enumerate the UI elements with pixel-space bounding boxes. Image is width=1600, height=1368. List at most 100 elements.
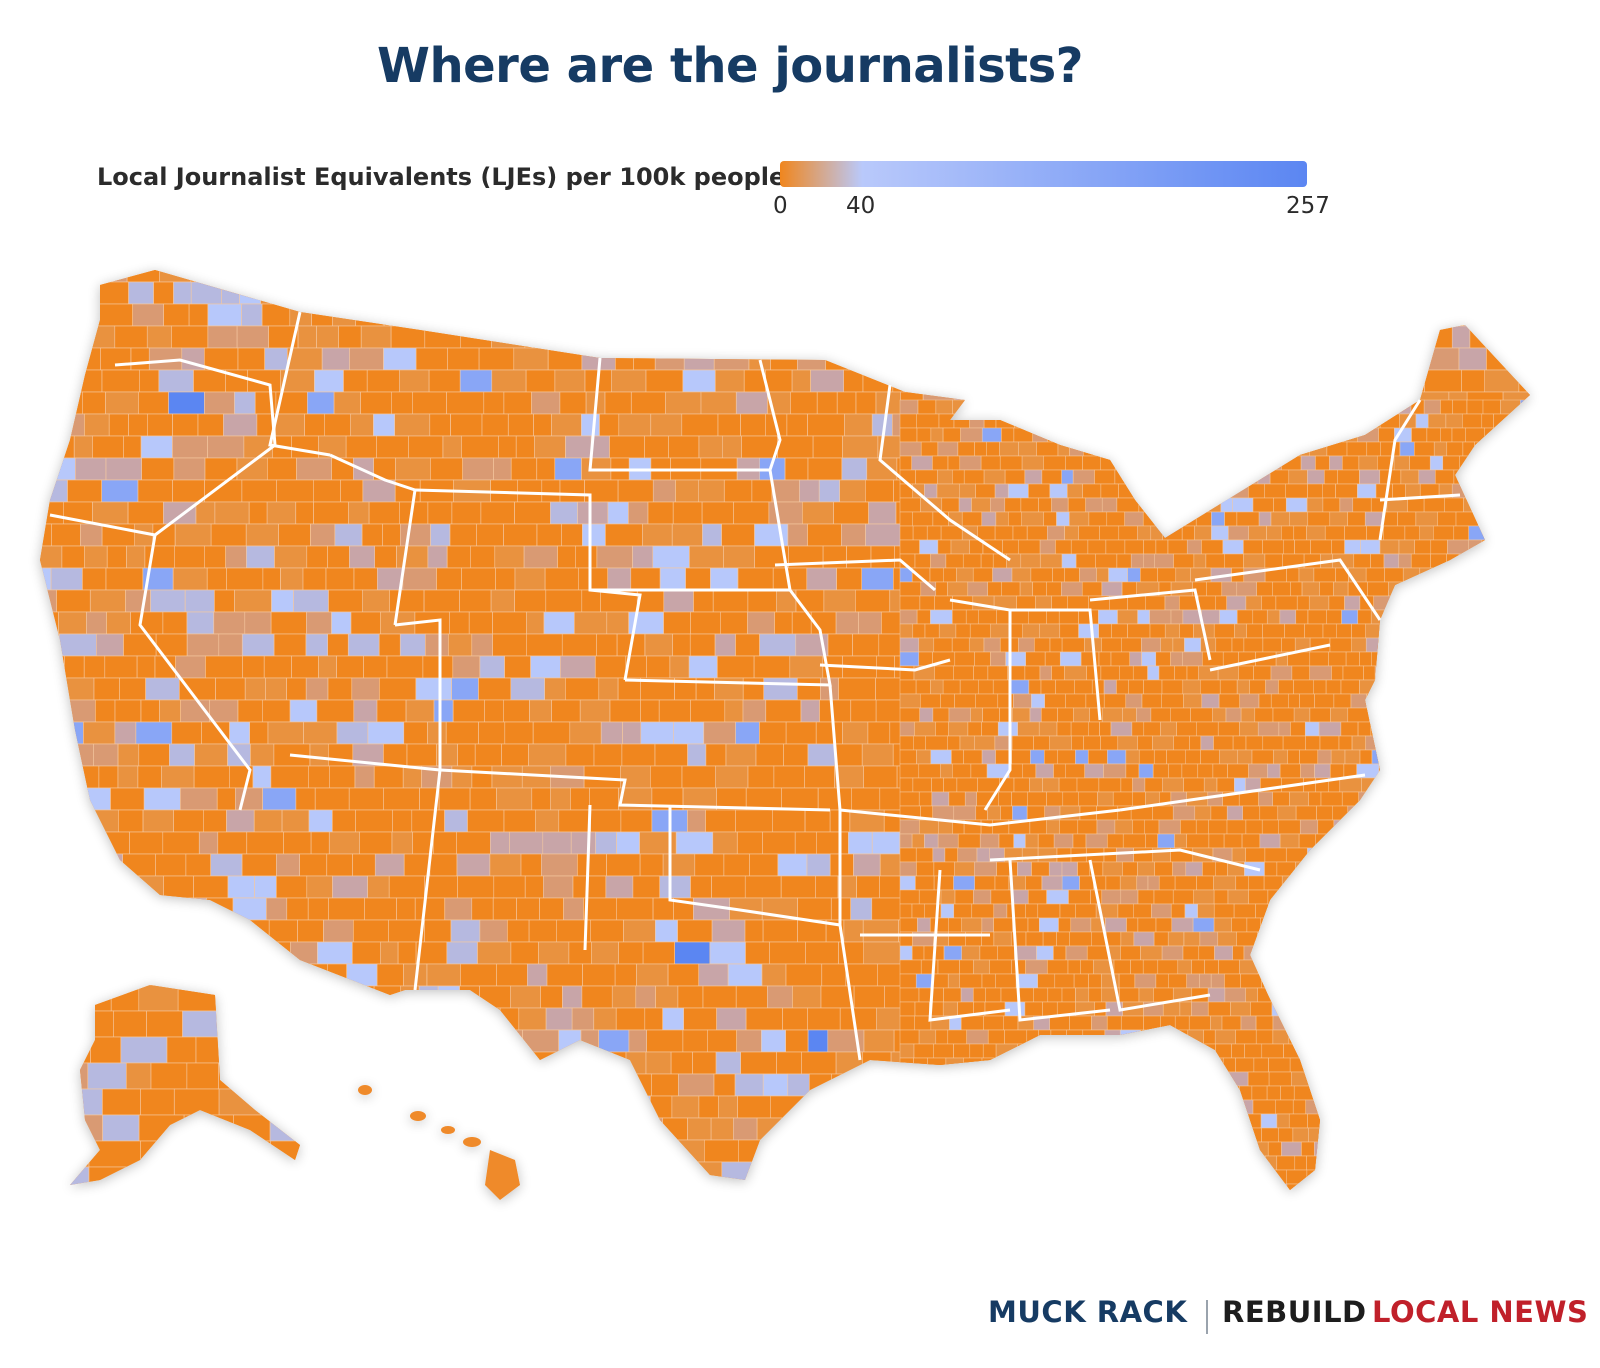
county xyxy=(836,391,857,415)
county xyxy=(1435,611,1460,635)
county xyxy=(40,369,66,393)
county xyxy=(1361,985,1388,1009)
county xyxy=(1433,819,1457,835)
county xyxy=(1226,595,1247,611)
county xyxy=(180,787,218,811)
county xyxy=(183,1139,206,1163)
county xyxy=(1367,1029,1382,1045)
county xyxy=(1219,749,1238,765)
county xyxy=(1014,413,1026,429)
county xyxy=(740,413,766,437)
county xyxy=(853,347,882,371)
county xyxy=(139,1183,173,1190)
county xyxy=(1509,1001,1530,1017)
county xyxy=(1319,270,1351,283)
county xyxy=(1053,833,1074,849)
county xyxy=(1470,1198,1483,1212)
county xyxy=(677,985,704,1009)
county xyxy=(979,945,998,961)
county xyxy=(1455,903,1470,919)
county xyxy=(54,435,75,459)
county xyxy=(1330,847,1343,863)
county xyxy=(867,1095,903,1119)
county xyxy=(1466,1169,1481,1185)
county xyxy=(1486,347,1518,371)
county xyxy=(1158,875,1176,891)
county xyxy=(84,545,108,569)
borough xyxy=(270,1140,300,1168)
muck-rack-logo: MUCK RACK xyxy=(988,1295,1188,1329)
county xyxy=(1091,1155,1110,1171)
county xyxy=(1035,763,1054,779)
county xyxy=(1480,763,1495,779)
county xyxy=(1024,1095,1052,1119)
county xyxy=(266,501,297,525)
county xyxy=(1037,833,1055,849)
county xyxy=(1279,609,1297,625)
county xyxy=(981,917,994,933)
county xyxy=(1087,539,1107,555)
county xyxy=(1310,1183,1338,1190)
county xyxy=(956,1073,989,1097)
county xyxy=(1174,875,1197,891)
county xyxy=(945,553,964,569)
county xyxy=(691,303,721,327)
county xyxy=(264,347,288,371)
county xyxy=(654,347,685,371)
county xyxy=(947,735,961,751)
county xyxy=(1341,791,1359,807)
county xyxy=(1061,553,1077,569)
county xyxy=(1475,1057,1489,1073)
county xyxy=(961,945,981,961)
county xyxy=(1149,441,1165,457)
county xyxy=(1437,511,1457,527)
county xyxy=(1465,483,1487,499)
county xyxy=(1460,831,1490,855)
county xyxy=(1527,889,1530,905)
county xyxy=(1427,581,1441,597)
county xyxy=(1464,1127,1481,1143)
county xyxy=(607,501,629,525)
borough xyxy=(138,1114,185,1142)
county xyxy=(1091,1141,1112,1157)
county xyxy=(1303,903,1316,919)
county xyxy=(452,655,481,679)
county xyxy=(850,897,873,921)
county xyxy=(672,501,703,525)
county xyxy=(1532,708,1552,722)
county xyxy=(683,1183,715,1190)
county xyxy=(1374,1113,1397,1129)
county xyxy=(1081,1043,1095,1059)
county xyxy=(1374,1043,1390,1059)
county xyxy=(1283,1043,1301,1059)
county xyxy=(1185,749,1201,765)
county xyxy=(1211,511,1225,527)
county xyxy=(1521,679,1530,695)
county xyxy=(246,1161,266,1185)
county xyxy=(1487,809,1509,833)
county xyxy=(397,941,417,965)
county xyxy=(1217,1099,1240,1115)
county xyxy=(529,1051,563,1075)
county xyxy=(1352,819,1365,835)
county xyxy=(1153,1141,1173,1157)
county xyxy=(1482,679,1495,695)
county xyxy=(1431,833,1450,849)
county xyxy=(957,441,975,457)
county xyxy=(1396,833,1416,849)
county xyxy=(942,1001,958,1017)
county xyxy=(1429,455,1444,471)
county xyxy=(411,809,445,833)
county xyxy=(526,963,548,987)
county xyxy=(1239,693,1260,709)
county xyxy=(1359,1183,1388,1190)
county xyxy=(1445,281,1479,305)
county xyxy=(478,677,512,701)
county xyxy=(1249,455,1265,471)
county xyxy=(360,325,392,349)
county xyxy=(1200,735,1214,751)
county xyxy=(899,1001,916,1017)
county xyxy=(265,1161,303,1185)
county xyxy=(496,787,533,811)
county xyxy=(1494,1071,1508,1087)
